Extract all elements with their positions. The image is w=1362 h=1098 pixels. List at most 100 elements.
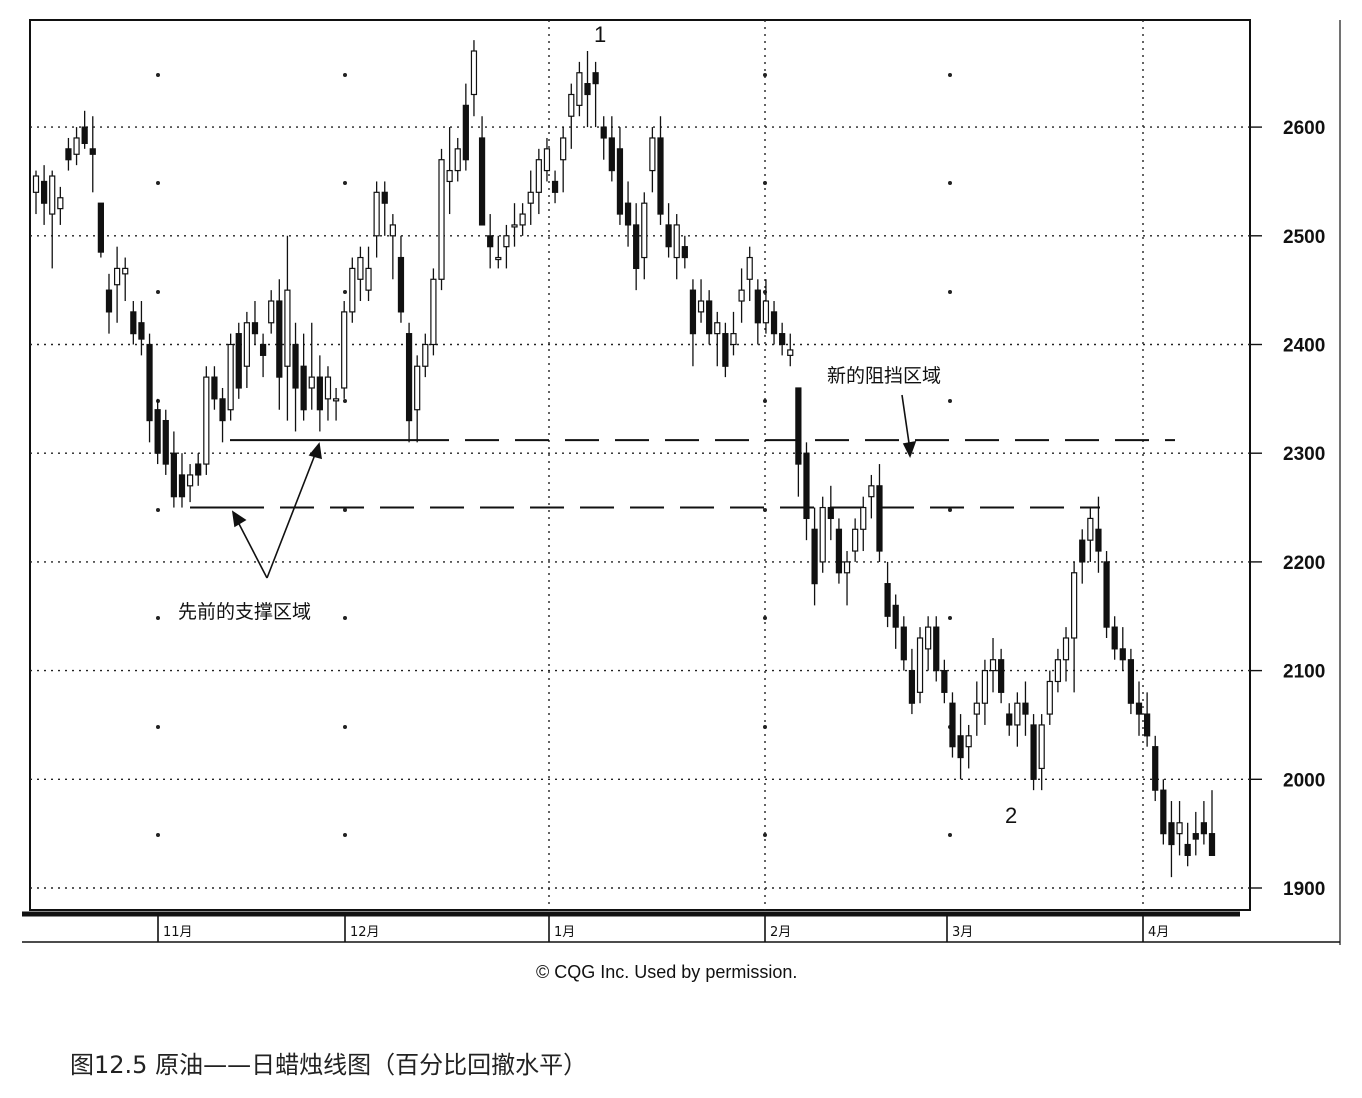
y-tick-label: 2600 (1283, 118, 1325, 139)
candle (941, 659, 948, 704)
candle-body-up (227, 343, 234, 411)
candle-body-down (1200, 822, 1208, 835)
candle-body-down (600, 126, 607, 139)
candle (1160, 779, 1167, 845)
candle-body-down (706, 300, 713, 335)
candle (673, 214, 680, 280)
candle-body-down (487, 235, 494, 248)
candle-body-up (438, 159, 445, 280)
candle (714, 311, 721, 367)
candle (998, 648, 1005, 704)
x-tick-label: 3月 (952, 925, 973, 940)
candle (389, 214, 396, 280)
x-tick-label: 1月 (554, 925, 575, 940)
candle (576, 61, 583, 117)
candle (600, 116, 607, 160)
candle-body-down (146, 343, 153, 422)
candle-body-down (1079, 539, 1086, 563)
candle (211, 366, 218, 410)
candle-body-up (925, 626, 932, 650)
candle-body-up (787, 349, 794, 356)
candle-body-down (1135, 702, 1143, 715)
candle (49, 170, 56, 269)
candle (827, 485, 834, 541)
candle-body-down (105, 289, 113, 313)
candles (32, 40, 1216, 878)
candle-body-down (941, 669, 948, 693)
candle (746, 246, 753, 302)
candle-body-up (641, 202, 648, 259)
x-tick-label: 12月 (350, 925, 380, 940)
candle (762, 279, 770, 334)
y-tick-label: 2400 (1283, 336, 1325, 357)
candle-body-down (381, 191, 388, 204)
grid-dot (156, 616, 160, 620)
candle-body-down (584, 83, 591, 96)
candle (365, 246, 372, 302)
candle-body-down (211, 376, 218, 400)
candle (373, 181, 380, 258)
candle (633, 203, 640, 291)
candle (535, 148, 542, 215)
candle-body-up (714, 322, 721, 335)
candle (957, 714, 964, 780)
candle (981, 659, 989, 725)
grid-dot (343, 833, 347, 837)
candle-body-down (957, 735, 964, 759)
candle-body-down (754, 289, 761, 324)
candle (405, 322, 413, 443)
candle (568, 83, 575, 149)
grid-dot (948, 290, 952, 294)
candle-body-down (178, 474, 186, 498)
candle-body-down (276, 300, 283, 378)
candle (949, 692, 956, 758)
candle (1030, 714, 1037, 791)
candle-body-down (633, 224, 640, 270)
candle (32, 170, 40, 215)
candle-body-up (973, 702, 980, 715)
candle-body-up (454, 148, 461, 172)
candle-body-up (373, 191, 380, 237)
candle (195, 453, 202, 486)
candle-body-down (97, 202, 104, 253)
candle (722, 322, 729, 378)
candle-body-down (1184, 843, 1191, 856)
candle (1038, 714, 1045, 791)
candle (300, 333, 307, 421)
resistance-label: 新的阻挡区域 (827, 365, 941, 387)
candle-body-up (1176, 822, 1183, 835)
candle-body-up (49, 175, 56, 215)
candle (146, 333, 153, 443)
candle-body-down (81, 126, 88, 145)
candle-body-down (251, 322, 259, 335)
candle (657, 116, 664, 225)
candle (487, 214, 494, 269)
candle-body-down (551, 180, 559, 193)
candle-body-up (860, 506, 867, 530)
grid-dot (763, 616, 767, 620)
candle-body-up (1046, 680, 1053, 715)
candle-body-up (576, 72, 583, 106)
candle-body-down (405, 333, 413, 422)
candle-body-down (89, 148, 96, 155)
candle-body-down (170, 452, 177, 498)
candle (860, 496, 867, 552)
candle (65, 137, 72, 171)
candle-body-down (665, 224, 672, 248)
candle (259, 333, 267, 378)
candle-body-up (746, 256, 753, 280)
candle (884, 561, 891, 628)
candle (154, 398, 161, 465)
candle (332, 387, 340, 421)
candle (105, 273, 113, 334)
candle-body-up (186, 474, 194, 487)
candle-body-down (316, 376, 323, 411)
grid-dot (343, 725, 347, 729)
candle (349, 257, 356, 323)
candle-body-down (616, 148, 624, 215)
candle (316, 355, 323, 432)
candle (1111, 616, 1118, 660)
candle (341, 301, 348, 399)
grid-dot (948, 73, 952, 77)
grid-dot (948, 508, 952, 512)
